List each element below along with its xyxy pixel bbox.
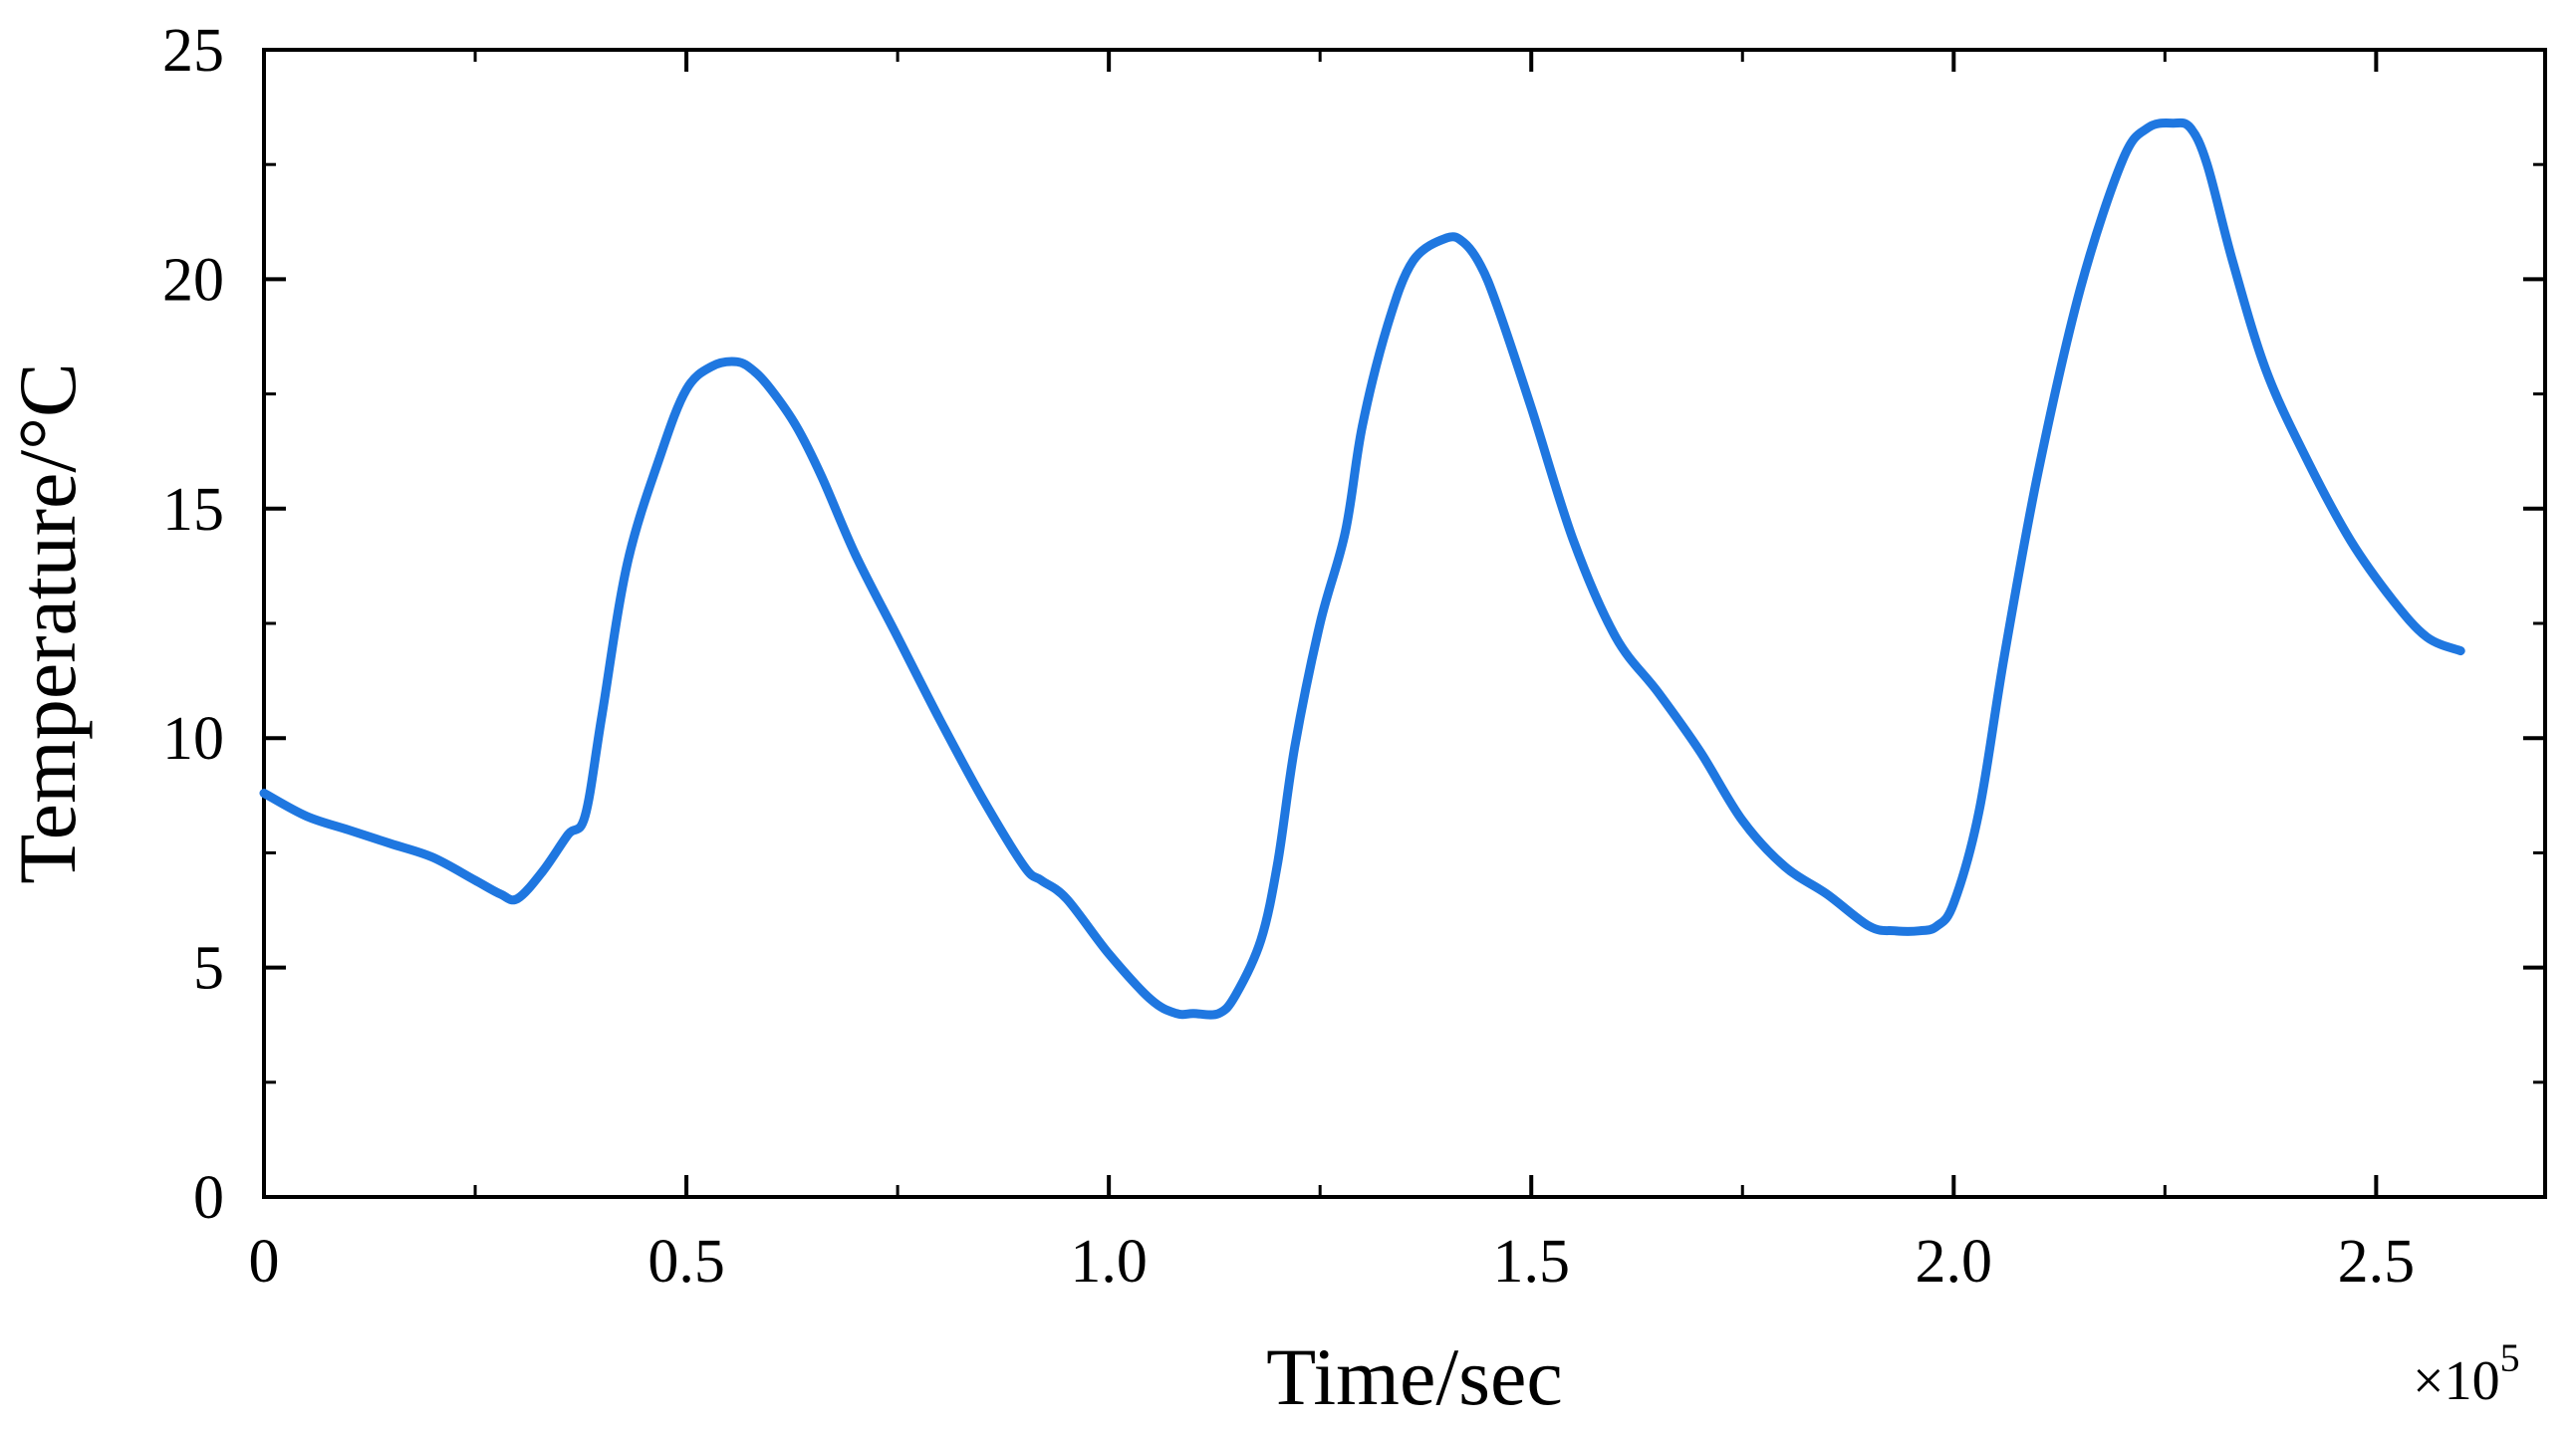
y-tick-label: 10 <box>162 705 224 773</box>
series-layer <box>259 118 2465 1020</box>
x-tick-label: 1.0 <box>1070 1228 1148 1296</box>
x-axis-multiplier-base: ×10 <box>2413 1350 2500 1412</box>
plot-frame <box>262 48 2547 1199</box>
temperature-series-line <box>259 118 2465 1020</box>
x-tick-label: 0.5 <box>647 1228 725 1296</box>
y-tick-label: 25 <box>162 17 224 85</box>
x-ticks: 0 0.5 1.0 1.5 2.0 2.5 <box>249 50 2416 1296</box>
x-axis-multiplier: ×105 <box>2413 1335 2520 1412</box>
x-tick-label: 2.0 <box>1916 1228 1993 1296</box>
y-tick-label: 0 <box>193 1164 224 1232</box>
x-tick-label: 2.5 <box>2338 1228 2416 1296</box>
x-tick-label: 0 <box>249 1228 280 1296</box>
x-axis-label: Time/sec <box>1266 1331 1563 1422</box>
y-ticks: 0 5 10 15 20 25 <box>162 17 2545 1232</box>
y-axis-label: Temperature/°C <box>2 362 93 883</box>
x-tick-label: 1.5 <box>1492 1228 1570 1296</box>
x-axis-multiplier-exponent: 5 <box>2500 1335 2520 1380</box>
y-tick-label: 15 <box>162 476 224 544</box>
y-tick-label: 5 <box>193 935 224 1003</box>
y-tick-label: 20 <box>162 246 224 314</box>
